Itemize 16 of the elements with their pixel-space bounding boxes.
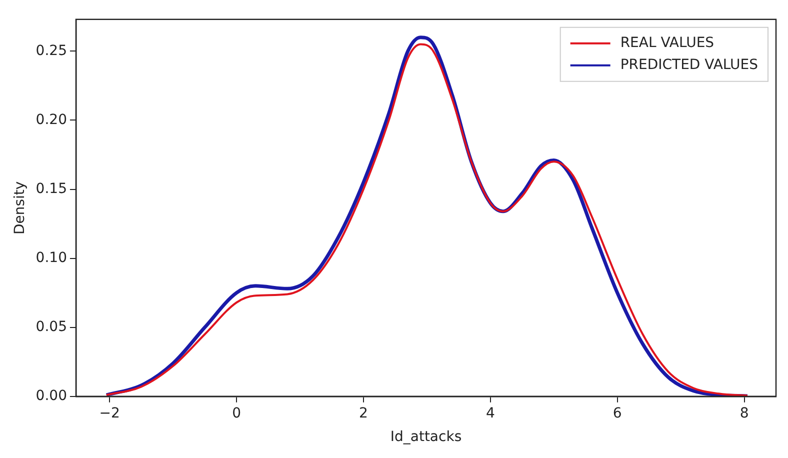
legend-label: PREDICTED VALUES	[620, 57, 758, 74]
y-tick-label: 0.00	[36, 388, 67, 404]
x-axis-title: Id_attacks	[390, 429, 462, 446]
x-tick-label: 4	[486, 405, 495, 422]
y-axis-title: Density	[12, 181, 28, 235]
x-tick-label: 8	[740, 405, 749, 422]
y-tick-label: 0.05	[36, 318, 67, 335]
x-tick-label: 6	[612, 405, 622, 422]
y-tick-label: 0.25	[36, 42, 67, 59]
x-tick-label: 0	[232, 405, 241, 422]
y-tick-label: 0.20	[36, 112, 67, 128]
legend-label: REAL VALUES	[620, 35, 714, 52]
y-tick-label: 0.10	[36, 250, 67, 266]
x-tick-label: −2	[99, 405, 120, 422]
y-tick-label: 0.15	[36, 180, 67, 197]
x-tick-label: 2	[359, 405, 368, 422]
